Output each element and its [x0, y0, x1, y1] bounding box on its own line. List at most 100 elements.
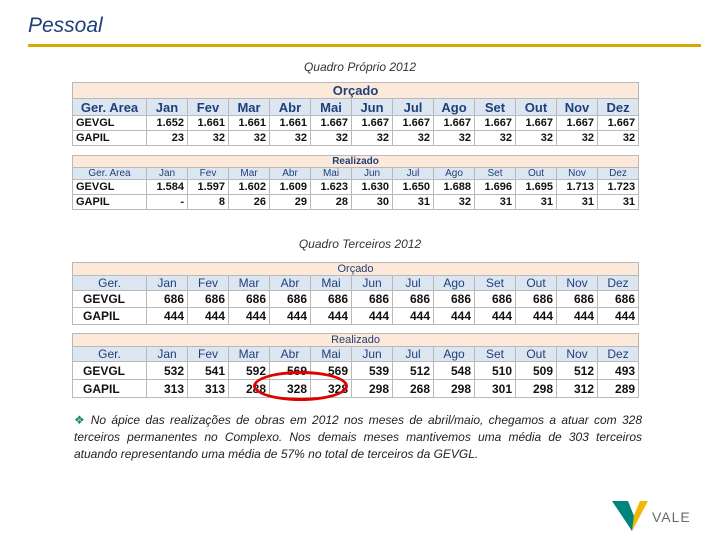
table-proprio-orcado: Orçado Ger. Area Jan Fev Mar Abr Mai Jun Jul Ago S…: [71, 82, 640, 146]
month-header: Set: [474, 98, 516, 116]
month-header: Jun: [351, 98, 393, 116]
month-header: Out: [515, 275, 557, 291]
value-cell: 328: [310, 379, 352, 398]
value-cell: 32: [474, 130, 516, 146]
month-header: Ago: [433, 167, 475, 180]
value-cell: 32: [433, 130, 475, 146]
value-cell: 31: [392, 194, 434, 210]
month-header: Out: [515, 346, 557, 362]
value-cell: 32: [310, 130, 352, 146]
month-header: Dez: [596, 167, 640, 180]
value-cell: 1.713: [556, 179, 598, 195]
value-cell: 512: [392, 361, 434, 380]
value-cell: -: [146, 194, 188, 210]
area-header: Ger.: [72, 275, 147, 291]
table-row: GEVGL 686 686 686 686 686 686 686 686 686 686 686 68…: [72, 290, 640, 308]
value-cell: 32: [269, 130, 311, 146]
value-cell: 686: [474, 290, 516, 308]
value-cell: 298: [433, 379, 475, 398]
value-cell: 32: [596, 130, 640, 146]
table-row: GAPIL 444 444 444 444 444 444 444 444 444 444 444 44…: [72, 307, 640, 325]
value-cell: 328: [269, 379, 311, 398]
month-header: Dez: [596, 275, 640, 291]
value-cell: 1.667: [351, 115, 393, 131]
value-cell: 444: [474, 307, 516, 325]
value-cell: 298: [351, 379, 393, 398]
value-cell: 313: [146, 379, 188, 398]
month-header: Jun: [351, 167, 393, 180]
value-cell: 1.688: [433, 179, 475, 195]
area-header: Ger.: [72, 346, 147, 362]
value-cell: 31: [474, 194, 516, 210]
month-header: Mar: [228, 167, 270, 180]
month-header: Out: [515, 98, 557, 116]
value-cell: 510: [474, 361, 516, 380]
month-header: Nov: [556, 98, 598, 116]
month-header: Jul: [392, 275, 434, 291]
value-cell: 288: [228, 379, 270, 398]
area-header: Ger. Area: [72, 98, 147, 116]
month-header: Nov: [556, 275, 598, 291]
diamond-bullet-icon: ❖: [74, 413, 87, 427]
value-cell: 444: [392, 307, 434, 325]
value-cell: 569: [310, 361, 352, 380]
page-title: Pessoal: [28, 14, 103, 37]
section-title: Realizado: [71, 333, 640, 347]
area-cell: GAPIL: [72, 307, 147, 325]
value-cell: 268: [392, 379, 434, 398]
month-header: Set: [474, 275, 516, 291]
month-header: Mar: [228, 98, 270, 116]
value-cell: 1.584: [146, 179, 188, 195]
area-cell: GEVGL: [72, 115, 147, 131]
value-cell: 28: [310, 194, 352, 210]
section-title: Orçado: [71, 262, 640, 276]
title-divider: [28, 44, 701, 47]
table-proprio-realizado: Realizado Ger. Area Jan Fev Mar Abr Mai Jun Jul A…: [71, 155, 640, 210]
month-header: Nov: [556, 167, 598, 180]
month-header: Out: [515, 167, 557, 180]
section-title: Orçado: [71, 82, 640, 99]
value-cell: 444: [228, 307, 270, 325]
value-cell: 509: [515, 361, 557, 380]
value-cell: 31: [515, 194, 557, 210]
value-cell: 1.597: [187, 179, 229, 195]
month-header: Mai: [310, 167, 352, 180]
table-row: GAPIL 313 313 288 328 328 298 268 298 301 298 312 28…: [72, 379, 640, 398]
value-cell: 289: [596, 379, 640, 398]
month-header: Ago: [433, 275, 475, 291]
vale-logo: [612, 501, 648, 531]
value-cell: 1.667: [392, 115, 434, 131]
value-cell: 30: [351, 194, 393, 210]
value-cell: 1.667: [515, 115, 557, 131]
value-cell: 1.609: [269, 179, 311, 195]
value-cell: 1.695: [515, 179, 557, 195]
month-header: Mai: [310, 275, 352, 291]
month-header: Ago: [433, 346, 475, 362]
value-cell: 32: [187, 130, 229, 146]
value-cell: 1.667: [556, 115, 598, 131]
table-row: GEVGL 1.652 1.661 1.661 1.661 1.667 1.667 1.667…: [72, 115, 640, 131]
caption-quadro-terceiros: Quadro Terceiros 2012: [298, 237, 422, 251]
table-row: GAPIL 23 32 32 32 32 32 32 32 32 32 32 32: [72, 130, 640, 146]
value-cell: 686: [269, 290, 311, 308]
month-header: Set: [474, 346, 516, 362]
value-cell: 444: [146, 307, 188, 325]
month-header: Fev: [187, 98, 229, 116]
value-cell: 541: [187, 361, 229, 380]
value-cell: 569: [269, 361, 311, 380]
value-cell: 1.602: [228, 179, 270, 195]
value-cell: 493: [596, 361, 640, 380]
value-cell: 1.723: [596, 179, 640, 195]
month-header: Jun: [351, 346, 393, 362]
table-terceiros-realizado: Realizado Ger. Jan Fev Mar Abr Mai Jun Jul Ago Set…: [71, 333, 640, 398]
value-cell: 686: [310, 290, 352, 308]
value-cell: 1.661: [187, 115, 229, 131]
value-cell: 512: [556, 361, 598, 380]
value-cell: 686: [187, 290, 229, 308]
value-cell: 31: [596, 194, 640, 210]
area-cell: GAPIL: [72, 379, 147, 398]
value-cell: 686: [556, 290, 598, 308]
area-cell: GAPIL: [72, 130, 147, 146]
value-cell: 444: [187, 307, 229, 325]
value-cell: 8: [187, 194, 229, 210]
